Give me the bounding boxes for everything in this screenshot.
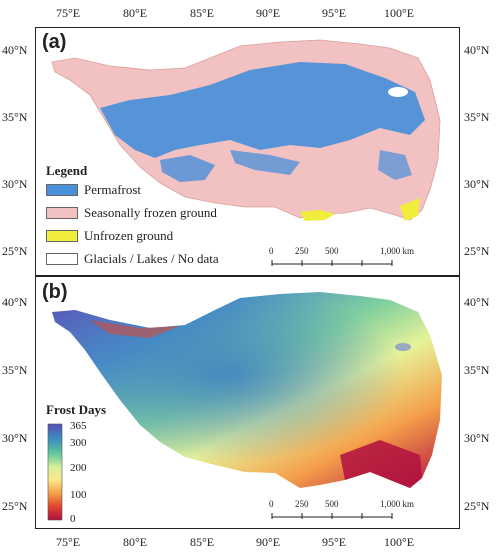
panel-b-map [35, 276, 460, 529]
lon-label-bottom: 100°E [384, 535, 415, 549]
lat-label-left: 35°N [2, 110, 28, 124]
permafrost-patch [230, 150, 300, 175]
warm-margin [90, 320, 180, 338]
colorbar-tick: 200 [70, 462, 87, 474]
lat-label-right: 35°N [464, 363, 490, 377]
legend-title: Legend [46, 163, 88, 178]
legend-swatch [46, 207, 78, 219]
lat-label-left: 30°N [2, 431, 28, 445]
lon-label-bottom: 85°E [190, 535, 215, 549]
lat-label-left: 35°N [2, 363, 28, 377]
legend-item-permafrost: Permafrost [46, 182, 141, 198]
frost-days-colorbar [47, 423, 63, 521]
lat-label-left: 25°N [2, 244, 28, 258]
scalebar-a-tick: 0 [269, 246, 274, 256]
lat-label-right: 25°N [464, 499, 490, 513]
lat-label-right: 35°N [464, 110, 490, 124]
lon-label-bottom: 95°E [322, 535, 347, 549]
scalebar-b-tick: 1,000 km [380, 499, 415, 509]
legend-item-nodata: Glacials / Lakes / No data [46, 251, 219, 267]
lon-label-top: 80°E [123, 6, 148, 20]
lat-label-right: 40°N [464, 295, 490, 309]
permafrost-patch [160, 155, 215, 182]
colorbar-tick: 100 [70, 489, 87, 501]
permafrost-patch [378, 150, 412, 180]
legend-label: Glacials / Lakes / No data [84, 251, 219, 266]
unfrozen-region [400, 198, 420, 221]
panel-a-label: (a) [42, 31, 67, 53]
legend-label: Seasonally frozen ground [84, 205, 217, 220]
unfrozen-region [300, 210, 335, 221]
scalebar-b-tick: 250 [295, 499, 309, 509]
lon-label-top: 75°E [56, 6, 81, 20]
colorbar-tick: 0 [70, 513, 76, 525]
lat-label-left: 40°N [2, 43, 28, 57]
lon-label-bottom: 75°E [56, 535, 81, 549]
permafrost-region [100, 62, 425, 158]
lon-label-bottom: 80°E [123, 535, 148, 549]
lon-label-top: 100°E [384, 6, 415, 20]
lake-area [395, 343, 411, 351]
legend-swatch [46, 230, 78, 242]
legend-swatch [46, 184, 78, 196]
lat-label-left: 40°N [2, 295, 28, 309]
lat-label-right: 30°N [464, 177, 490, 191]
lat-label-right: 30°N [464, 431, 490, 445]
scalebar-b [271, 513, 393, 519]
panel-b-label: (b) [42, 281, 68, 303]
lon-label-bottom: 90°E [256, 535, 281, 549]
scalebar-a-tick: 250 [295, 246, 309, 256]
warm-margin [340, 440, 422, 488]
lon-label-top: 90°E [256, 6, 281, 20]
scalebar-b-tick: 0 [269, 499, 274, 509]
colorbar-title: Frost Days [46, 402, 107, 417]
colorbar-tick: 365 [70, 420, 87, 432]
legend-label: Permafrost [84, 182, 142, 197]
panel-a-map [35, 27, 460, 276]
lake-area [388, 87, 408, 97]
lat-label-left: 25°N [2, 499, 28, 513]
lon-label-top: 95°E [322, 6, 347, 20]
legend-label: Unfrozen ground [84, 228, 174, 243]
legend-swatch [46, 253, 78, 265]
scalebar-a [271, 260, 393, 266]
scalebar-b-tick: 500 [325, 499, 339, 509]
plateau-core-b [52, 292, 442, 488]
lat-label-right: 25°N [464, 244, 490, 258]
lat-label-left: 30°N [2, 177, 28, 191]
scalebar-a-tick: 500 [325, 246, 339, 256]
colorbar-tick: 300 [70, 437, 87, 449]
lat-label-right: 40°N [464, 43, 490, 57]
lon-label-top: 85°E [190, 6, 215, 20]
legend-item-unfrozen: Unfrozen ground [46, 228, 173, 244]
legend-item-seasonal: Seasonally frozen ground [46, 205, 217, 221]
scalebar-a-tick: 1,000 km [380, 246, 415, 256]
